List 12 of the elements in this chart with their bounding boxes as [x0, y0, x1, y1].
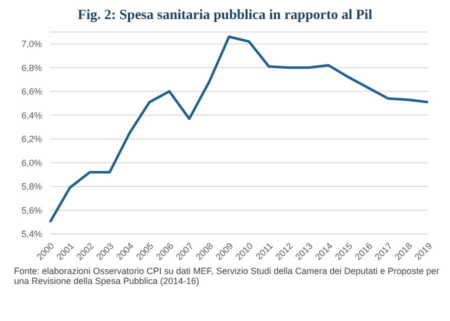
y-tick-label: 6,8%: [21, 62, 42, 73]
y-tick-label: 6,2%: [21, 134, 42, 144]
chart-title: Fig. 2: Spesa sanitaria pubblica in rapporto al Pil: [76, 8, 374, 24]
y-tick-label: 5,8%: [21, 182, 42, 192]
source-note: Fonte: elaborazioni Osservatorio CPI su dati MEF, Servizio Studi della Camera dei Deputati e Proposte per una Revisione della Spesa Pubblica (2014-16): [14, 266, 440, 286]
y-tick-label: 6,6%: [21, 86, 42, 97]
y-tick-label: 6,0%: [21, 158, 42, 168]
line-series: [48, 36, 430, 224]
y-tick-label: 5,6%: [21, 205, 42, 216]
y-tick-label: 6,4%: [21, 110, 42, 120]
y-tick-label: 7,0%: [21, 39, 42, 50]
y-tick-label: 5,4%: [21, 229, 42, 240]
